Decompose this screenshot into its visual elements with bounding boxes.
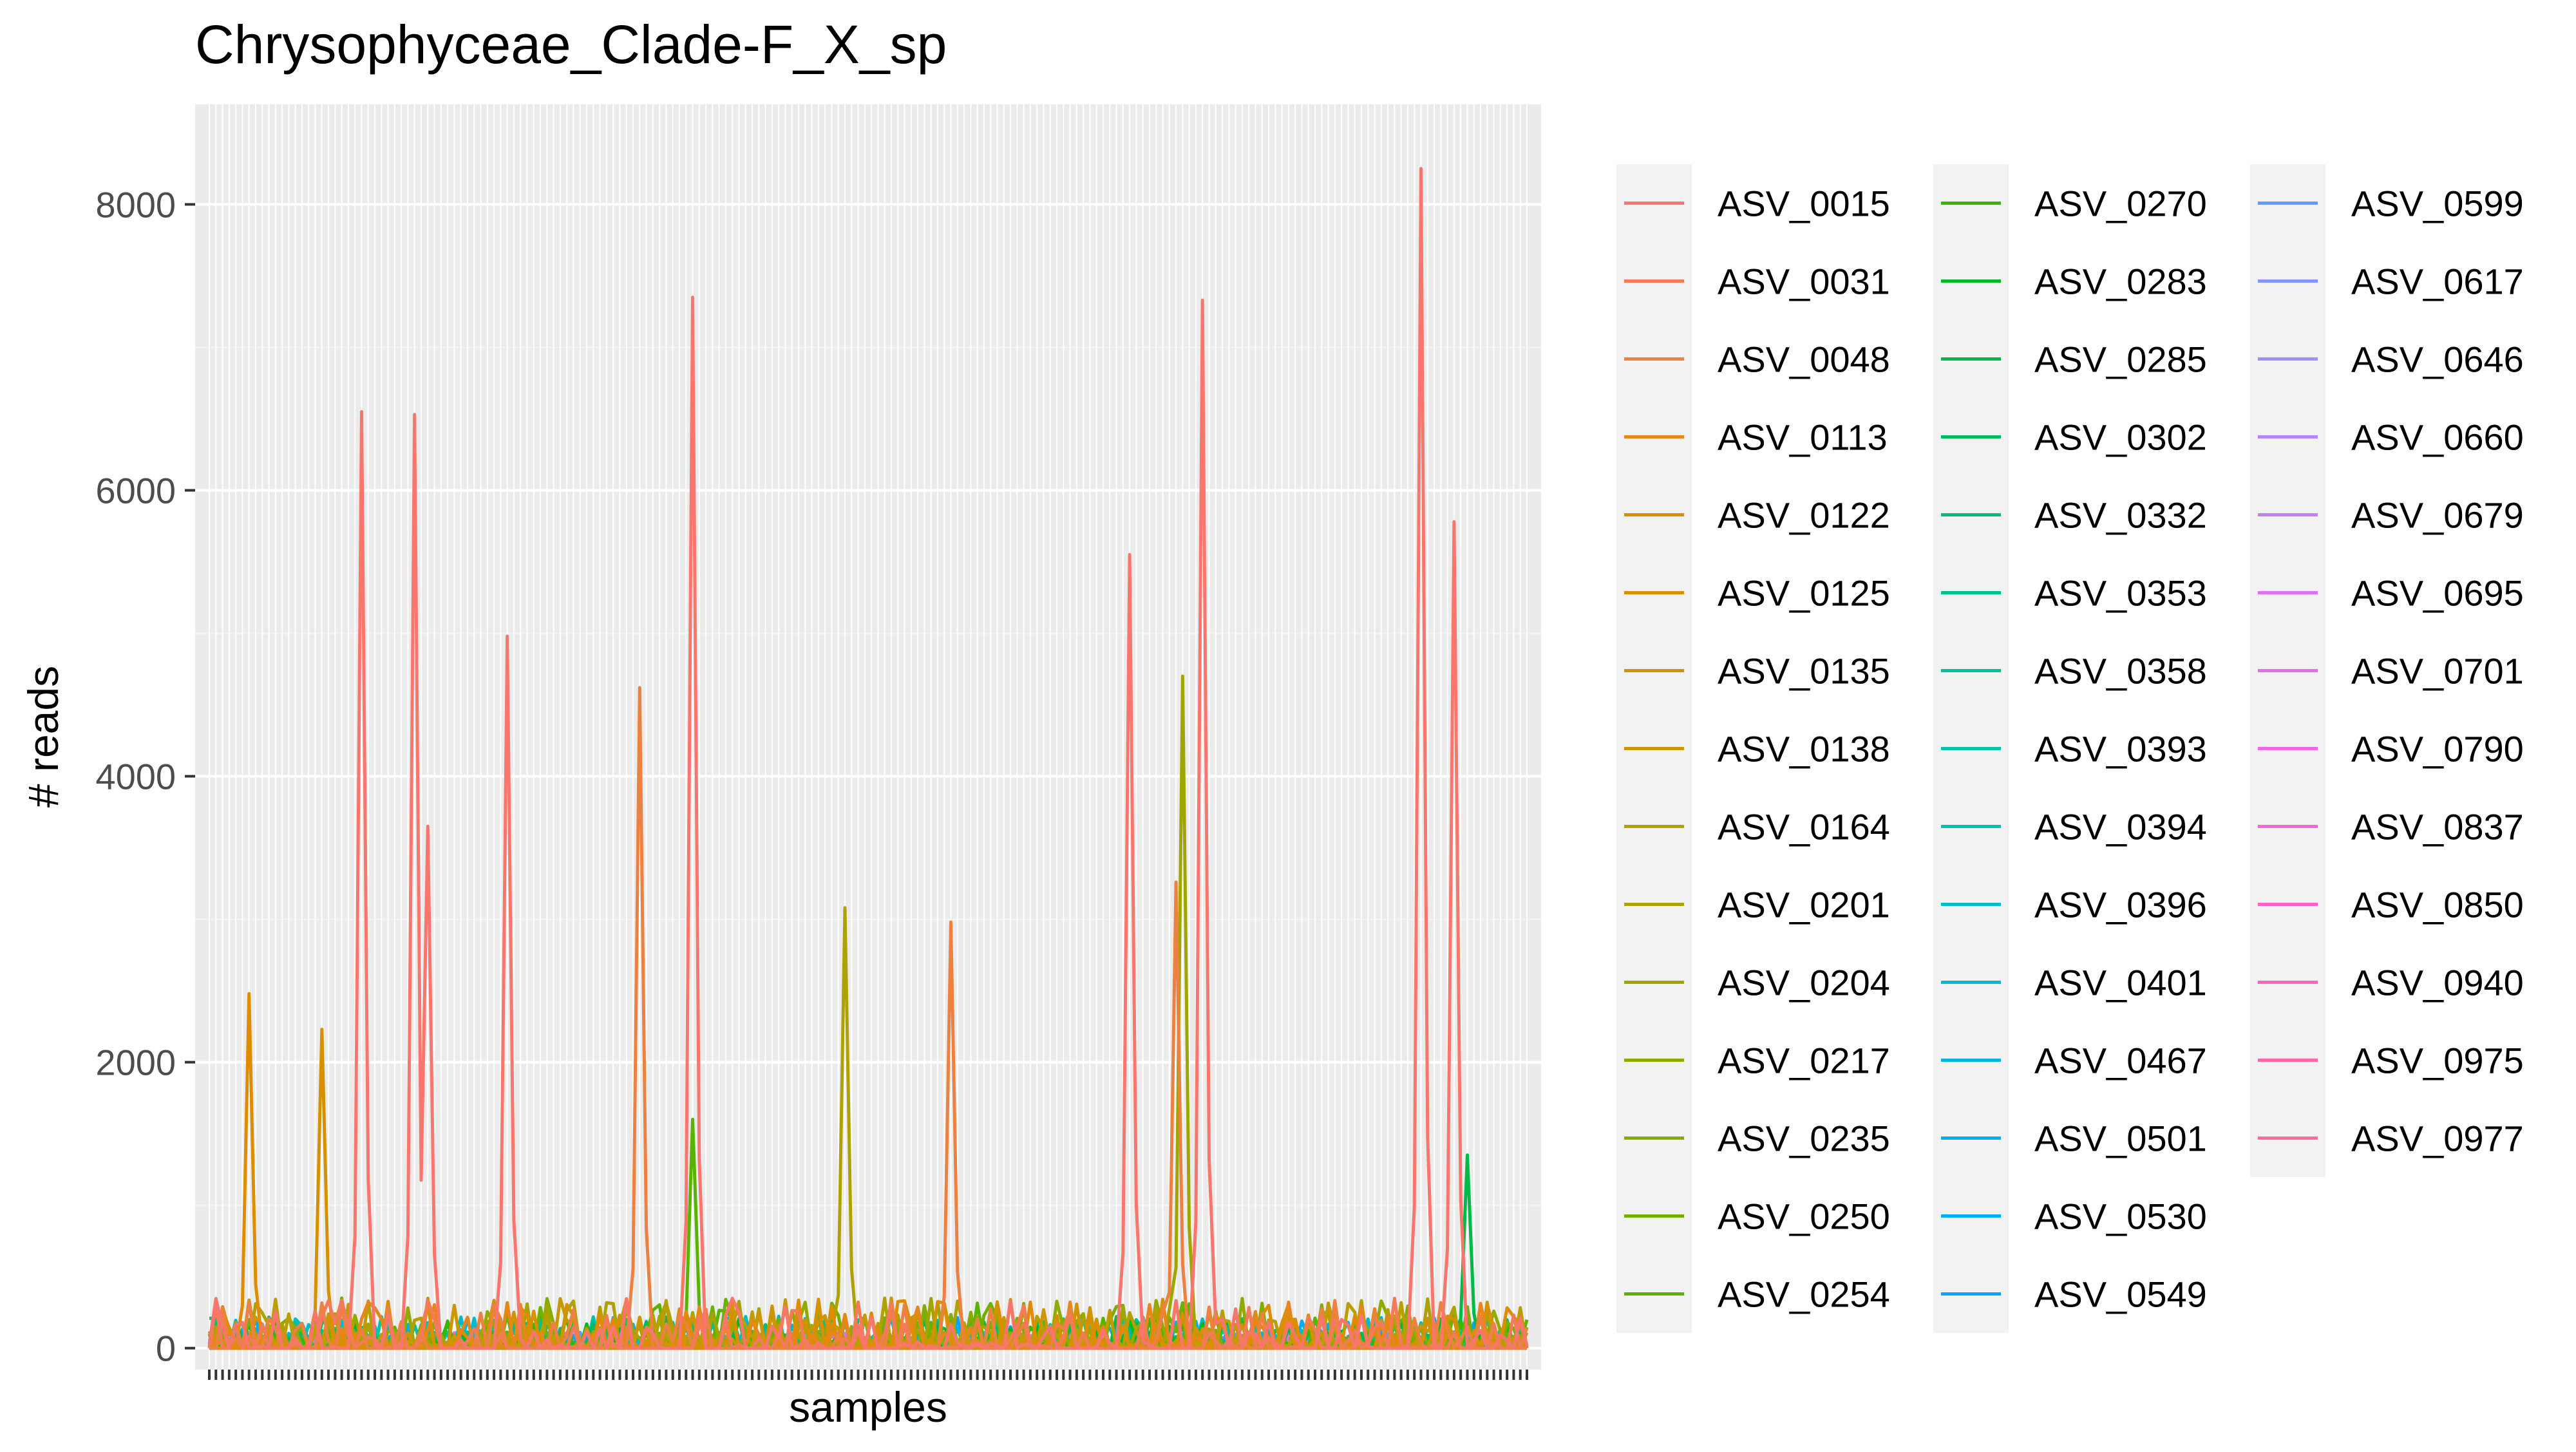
legend-label-ASV_0977: ASV_0977 — [2351, 1118, 2524, 1159]
legend-label-ASV_0283: ASV_0283 — [2034, 261, 2207, 302]
legend-label-ASV_0302: ASV_0302 — [2034, 417, 2207, 458]
legend-label-ASV_0393: ASV_0393 — [2034, 729, 2207, 769]
legend-label-ASV_0695: ASV_0695 — [2351, 573, 2524, 614]
legend-label-ASV_0135: ASV_0135 — [1718, 651, 1890, 692]
y-tick-label: 2000 — [95, 1042, 176, 1083]
y-tick-label: 8000 — [95, 184, 176, 225]
legend-label-ASV_0467: ASV_0467 — [2034, 1041, 2207, 1081]
legend-label-ASV_0031: ASV_0031 — [1718, 261, 1890, 302]
legend-label-ASV_0122: ASV_0122 — [1718, 495, 1890, 536]
legend-label-ASV_0138: ASV_0138 — [1718, 729, 1890, 769]
legend-label-ASV_0285: ASV_0285 — [2034, 339, 2207, 380]
legend-label-ASV_0217: ASV_0217 — [1718, 1041, 1890, 1081]
legend-label-ASV_0353: ASV_0353 — [2034, 573, 2207, 614]
legend-label-ASV_0254: ASV_0254 — [1718, 1274, 1890, 1315]
legend: ASV_0015 ASV_0031 ASV_0048 ASV_0113 ASV_0122… — [1616, 164, 2524, 1333]
legend-label-ASV_0204: ASV_0204 — [1718, 963, 1890, 1003]
legend-label-ASV_0975: ASV_0975 — [2351, 1041, 2524, 1081]
legend-label-ASV_0125: ASV_0125 — [1718, 573, 1890, 614]
y-axis: 0 2000 4000 6000 8000 — [95, 184, 195, 1369]
legend-label-ASV_0599: ASV_0599 — [2351, 184, 2524, 224]
legend-label-ASV_0250: ASV_0250 — [1718, 1196, 1890, 1237]
y-tick-label: 6000 — [95, 470, 176, 511]
legend-label-ASV_0530: ASV_0530 — [2034, 1196, 2207, 1237]
legend-label-ASV_0113: ASV_0113 — [1718, 417, 1888, 458]
legend-label-ASV_0048: ASV_0048 — [1718, 339, 1890, 380]
series-line-ASV_0015 — [207, 167, 1529, 1350]
y-tick-label: 4000 — [95, 757, 176, 797]
legend-label-ASV_0396: ASV_0396 — [2034, 885, 2207, 925]
legend-label-ASV_0679: ASV_0679 — [2351, 495, 2524, 536]
legend-label-ASV_0015: ASV_0015 — [1718, 184, 1890, 224]
legend-label-ASV_0837: ASV_0837 — [2351, 807, 2524, 847]
x-axis-label: samples — [789, 1383, 947, 1431]
legend-label-ASV_0701: ASV_0701 — [2351, 651, 2524, 692]
legend-label-ASV_0549: ASV_0549 — [2034, 1274, 2207, 1315]
series-line-ASV_0031 — [207, 1296, 1527, 1350]
legend-label-ASV_0401: ASV_0401 — [2034, 963, 2207, 1003]
legend-label-ASV_0646: ASV_0646 — [2351, 339, 2524, 380]
legend-label-ASV_0394: ASV_0394 — [2034, 807, 2207, 847]
legend-label-ASV_0660: ASV_0660 — [2351, 417, 2524, 458]
grid-lines — [195, 104, 1541, 1370]
series-lines — [207, 167, 1529, 1350]
legend-label-ASV_0270: ASV_0270 — [2034, 184, 2207, 224]
legend-label-ASV_0164: ASV_0164 — [1718, 807, 1890, 847]
legend-label-ASV_0358: ASV_0358 — [2034, 651, 2207, 692]
legend-label-ASV_0332: ASV_0332 — [2034, 495, 2207, 536]
legend-label-ASV_0850: ASV_0850 — [2351, 885, 2524, 925]
legend-label-ASV_0201: ASV_0201 — [1718, 885, 1890, 925]
y-tick-label: 0 — [156, 1328, 176, 1369]
plot-panel — [195, 104, 1541, 1370]
legend-label-ASV_0501: ASV_0501 — [2034, 1118, 2207, 1159]
legend-label-ASV_0235: ASV_0235 — [1718, 1118, 1890, 1159]
chart-title: Chrysophyceae_Clade-F_X_sp — [195, 14, 947, 75]
legend-label-ASV_0790: ASV_0790 — [2351, 729, 2524, 769]
y-axis-label: # reads — [19, 666, 67, 807]
legend-label-ASV_0940: ASV_0940 — [2351, 963, 2524, 1003]
x-axis — [208, 1370, 1528, 1380]
legend-label-ASV_0617: ASV_0617 — [2351, 261, 2524, 302]
